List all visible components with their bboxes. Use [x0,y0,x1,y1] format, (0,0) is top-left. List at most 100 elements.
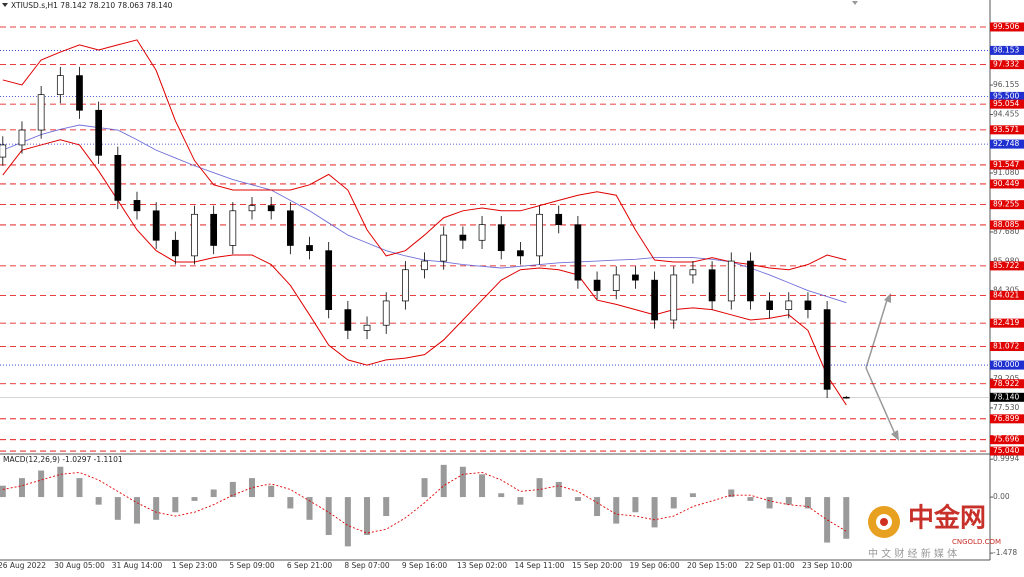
level-label: 84.021 [993,290,1019,299]
x-tick-label: 6 Sep 21:00 [287,561,333,570]
histogram-bar [364,497,371,535]
histogram-bar [76,478,83,498]
level-label-box [990,290,1024,300]
histogram-bar [57,466,64,498]
x-tick-label: 23 Sep 10:00 [802,561,852,570]
slogan: 中 文 财 经 新 媒 体 [868,547,957,560]
candle-body [670,274,678,321]
candle-body [171,239,179,257]
candle-body [497,224,505,252]
x-tick-label: 9 Sep 16:00 [402,561,448,570]
candle-body [842,396,850,399]
x-tick-label: 30 Aug 05:00 [54,561,105,570]
x-tick-label: 19 Sep 06:00 [630,561,680,570]
candle-body [306,245,313,252]
y-tick-label: 84.305 [993,285,1019,294]
candle-body [517,250,524,257]
histogram-bar [670,497,677,509]
histogram-bar [728,489,735,498]
histogram-bar [785,497,792,505]
x-tick-label: 31 Aug 14:00 [112,561,163,570]
candle-body [574,224,582,281]
level-label-box [990,261,1024,271]
histogram-bar [325,497,332,535]
candle-body [555,213,563,226]
last-price-box [990,392,1024,402]
level-label: 81.072 [993,341,1019,350]
candle-body [37,94,45,131]
signal-line [2,471,847,534]
candle-body [210,213,218,246]
histogram-bar [172,497,179,513]
candle-body [689,269,697,276]
candle-body [114,154,122,201]
y-tick-label: 85.980 [993,256,1019,265]
level-label-box [990,160,1024,170]
candle-body [344,309,352,331]
histogram-bar [843,497,850,539]
level-label: 93.571 [993,125,1019,134]
level-label-box [990,318,1024,328]
histogram-bar [210,489,217,498]
candle-body [766,300,773,310]
level-label-box [990,379,1024,389]
forecast-arrows [865,293,899,441]
level-label: 95.054 [993,99,1019,108]
candle-body [267,205,275,212]
level-label: 97.332 [993,60,1019,69]
candle-body [440,234,448,262]
candle-body [632,274,639,281]
site: CNGOLD.COM [952,538,1001,546]
histogram-bar [555,481,562,498]
level-label-box [990,99,1024,109]
histogram-bar [344,497,351,547]
histogram-bar [95,497,102,505]
histogram-bar [383,497,390,517]
chart-title: XTIUSD.s,H1 78.142 78.210 78.063 78.140 [11,1,173,10]
brand: 中金网 [908,503,986,534]
candle-body [651,279,658,321]
candle-body [536,213,543,257]
candle-body [287,210,294,246]
histogram-bar [479,474,486,498]
histogram-bar [613,497,620,524]
x-tick-label: 15 Sep 20:00 [572,561,622,570]
histogram-bar [133,497,140,524]
level-label-box [990,139,1024,149]
histogram-bar [536,478,543,498]
histogram-bar [747,497,754,501]
histogram-bar [498,493,505,498]
histogram-bar [249,478,256,498]
candle-body [248,205,256,212]
candle-body [325,250,333,310]
level-label-box [990,179,1024,189]
level-label: 82.419 [993,318,1019,327]
candle-body [421,260,428,271]
candle-body [18,129,26,146]
y-tick-label: 0.9994 [993,454,1019,463]
histogram-bar [574,497,581,501]
level-label-box [990,200,1024,210]
band-upper [2,39,847,271]
level-label: 90.449 [993,179,1019,188]
level-label: 89.255 [993,200,1019,209]
level-label: 78.922 [993,379,1019,388]
histogram-bar [18,478,25,498]
y-tick-label: 87.680 [993,227,1019,236]
candle-body [95,109,103,156]
candle-body [593,279,601,291]
x-tick-label: 14 Sep 11:00 [515,561,565,570]
level-label-box [990,446,1024,456]
candle-body [459,234,467,241]
candle-body [727,260,735,302]
histogram-bar [38,470,45,498]
histogram-bar [766,497,773,509]
histogram-bar [191,497,198,501]
y-tick-label: 96.155 [993,80,1019,89]
x-tick-label: 20 Sep 15:00 [687,561,737,570]
level-label-box [990,220,1024,230]
candle-body [76,75,83,111]
candle-body [152,210,160,241]
